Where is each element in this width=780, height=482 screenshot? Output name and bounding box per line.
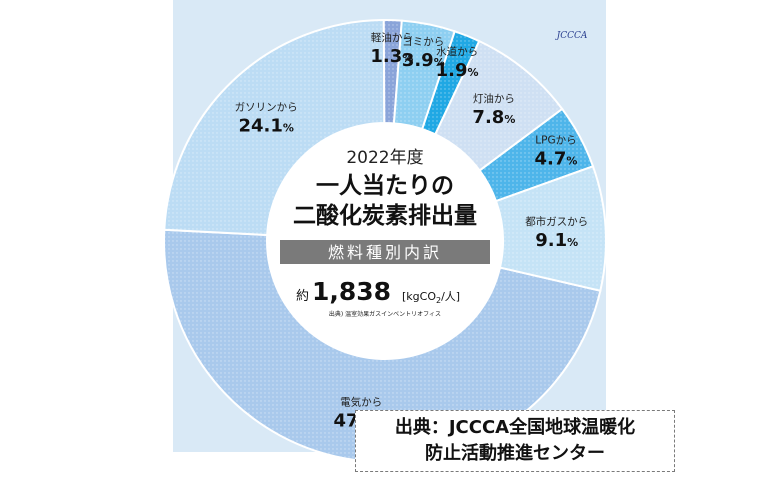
slice-label-6: LPGから 4.7% [534, 134, 577, 169]
jccca-logo: JCCCA [555, 31, 588, 41]
source-note: 出典) 温室効果ガスインベントリオフィス [329, 310, 441, 318]
slice-7 [494, 165, 607, 292]
subtitle-band [280, 240, 490, 264]
slice-name-1: ガソリンから [235, 102, 298, 114]
slice-label-1: ガソリンから 24.1% [235, 102, 298, 137]
year-label: 2022年度 [346, 148, 423, 168]
chart-subtitle: 燃料種別内訳 [328, 243, 442, 262]
slice-label-5: 灯油から 7.8% [472, 92, 515, 128]
total-prefix: 約 [296, 289, 309, 304]
slice-value-2: 1.3% [370, 46, 413, 67]
slice-value-5: 7.8% [472, 107, 515, 128]
slice-label-3: ゴミから 3.9% [402, 35, 445, 71]
slice-name-2: 軽油から [371, 31, 413, 44]
slice-value-7: 9.1% [535, 230, 578, 251]
slice-label-4: 水道から 1.9% [436, 45, 479, 81]
slice-name-3: ゴミから [402, 35, 444, 48]
source-line-2: 防止活動推進センター [425, 443, 605, 464]
slice-name-5: 灯油から [473, 92, 515, 105]
slice-value-3: 3.9% [402, 50, 445, 71]
chart-title-line1: 一人当たりの [316, 173, 454, 199]
slice-1 [163, 18, 386, 237]
total-value: 1,838 [312, 277, 391, 306]
slice-value-4: 1.9% [436, 60, 479, 81]
slice-value-6: 4.7% [534, 148, 577, 169]
slice-name-7: 都市ガスから [525, 215, 588, 228]
slice-name-6: LPGから [535, 134, 576, 146]
slice-label-7: 都市ガスから 9.1% [525, 215, 588, 251]
source-line-1: 出典：JCCCA全国地球温暖化 [394, 417, 636, 438]
total-unit: [kgCO2/人] [402, 290, 460, 305]
slice-name-0: 電気から [340, 395, 382, 408]
slice-label-2: 軽油から 1.3% [370, 31, 413, 67]
chart-title-line2: 二酸化炭素排出量 [293, 202, 477, 229]
source-box: 出典：JCCCA全国地球温暖化 防止活動推進センター [355, 410, 675, 472]
total-line: 約 1,838 [kgCO2/人] [296, 277, 460, 306]
slice-value-1: 24.1% [238, 116, 293, 137]
slice-name-4: 水道から [436, 45, 478, 58]
